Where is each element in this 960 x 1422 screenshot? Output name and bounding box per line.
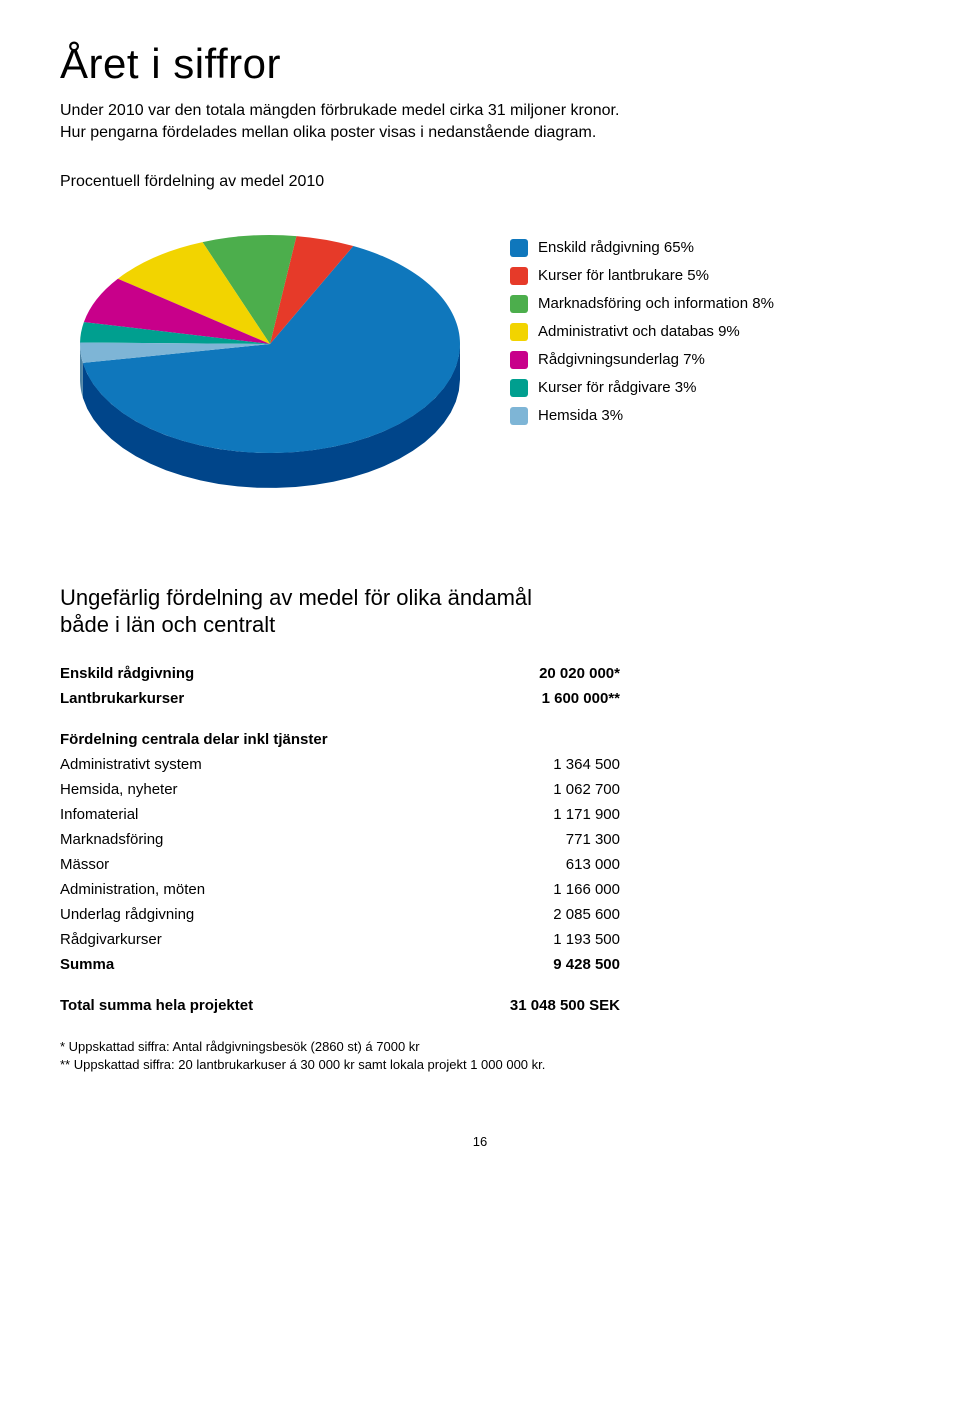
table-row-value: 1 171 900 [553,806,620,823]
table-row-value: 2 085 600 [553,906,620,923]
legend-label: Enskild rådgivning 65% [538,239,694,256]
legend-item: Hemsida 3% [510,407,900,425]
pie-chart-svg [60,209,480,509]
table-row-label: Infomaterial [60,806,138,823]
legend-item: Kurser för rådgivare 3% [510,379,900,397]
table-row: Administrativt system 1 364 500 [60,752,620,777]
table-row-value: 1 364 500 [553,756,620,773]
legend-swatch [510,295,528,313]
intro-line2: Hur pengarna fördelades mellan olika pos… [60,124,596,141]
chart-title: Procentuell fördelning av medel 2010 [60,173,900,191]
allocation-table: Enskild rådgivning 20 020 000* Lantbrukark… [60,661,620,1018]
intro-text: Under 2010 var den totala mängden förbru… [60,100,680,145]
footnote-1: * Uppskattad siffra: Antal rådgivningsbe… [60,1038,680,1056]
table-row: Lantbrukarkurser 1 600 000** [60,686,620,711]
table-row-label: Hemsida, nyheter [60,781,178,798]
legend-swatch [510,379,528,397]
table-row-label: Enskild rådgivning [60,665,194,682]
table-row-value: 771 300 [566,831,620,848]
legend-label: Kurser för rådgivare 3% [538,379,696,396]
legend-item: Marknadsföring och information 8% [510,295,900,313]
table-row: Mässor 613 000 [60,852,620,877]
section-label: Fördelning centrala delar inkl tjänster [60,731,328,748]
footnote-2: ** Uppskattad siffra: 20 lantbrukarkuser… [60,1056,680,1074]
table-row-value: 1 166 000 [553,881,620,898]
pie-chart [60,209,480,514]
table-row-label: Administrativt system [60,756,202,773]
table-row-label: Lantbrukarkurser [60,690,184,707]
summa-value: 9 428 500 [553,956,620,973]
legend-item: Kurser för lantbrukare 5% [510,267,900,285]
legend-swatch [510,407,528,425]
table-row-value: 20 020 000* [539,665,620,682]
legend-label: Marknadsföring och information 8% [538,295,774,312]
legend-swatch [510,267,528,285]
table-row: Hemsida, nyheter 1 062 700 [60,777,620,802]
table-row: Underlag rådgivning 2 085 600 [60,902,620,927]
table-row: Enskild rådgivning 20 020 000* [60,661,620,686]
legend-label: Administrativt och databas 9% [538,323,740,340]
legend-label: Kurser för lantbrukare 5% [538,267,709,284]
table-row: Marknadsföring 771 300 [60,827,620,852]
legend-item: Rådgivningsunderlag 7% [510,351,900,369]
legend-swatch [510,239,528,257]
table-row-value: 1 600 000** [542,690,620,707]
legend-label: Hemsida 3% [538,407,623,424]
total-value: 31 048 500 SEK [510,997,620,1014]
legend-item: Administrativt och databas 9% [510,323,900,341]
table-row-value: 1 193 500 [553,931,620,948]
table-row-label: Rådgivarkurser [60,931,162,948]
page-number: 16 [60,1134,900,1149]
total-label: Total summa hela projektet [60,997,253,1014]
legend-item: Enskild rådgivning 65% [510,239,900,257]
pie-chart-area: Enskild rådgivning 65% Kurser för lantbru… [60,209,900,514]
legend-label: Rådgivningsunderlag 7% [538,351,705,368]
table-row-label: Marknadsföring [60,831,163,848]
summa-label: Summa [60,956,114,973]
table-row-label: Mässor [60,856,109,873]
intro-line1: Under 2010 var den totala mängden förbru… [60,102,619,119]
footnotes: * Uppskattad siffra: Antal rådgivningsbe… [60,1038,680,1074]
table-heading: Ungefärlig fördelning av medel för olika… [60,584,580,639]
pie-legend: Enskild rådgivning 65% Kurser för lantbru… [510,209,900,435]
legend-swatch [510,323,528,341]
table-row-value: 1 062 700 [553,781,620,798]
table-row-label: Administration, möten [60,881,205,898]
page-title: Året i siffror [60,40,900,88]
table-row: Rådgivarkurser 1 193 500 [60,927,620,952]
table-row: Infomaterial 1 171 900 [60,802,620,827]
legend-swatch [510,351,528,369]
table-row-label: Underlag rådgivning [60,906,194,923]
table-row-value: 613 000 [566,856,620,873]
table-row: Administration, möten 1 166 000 [60,877,620,902]
